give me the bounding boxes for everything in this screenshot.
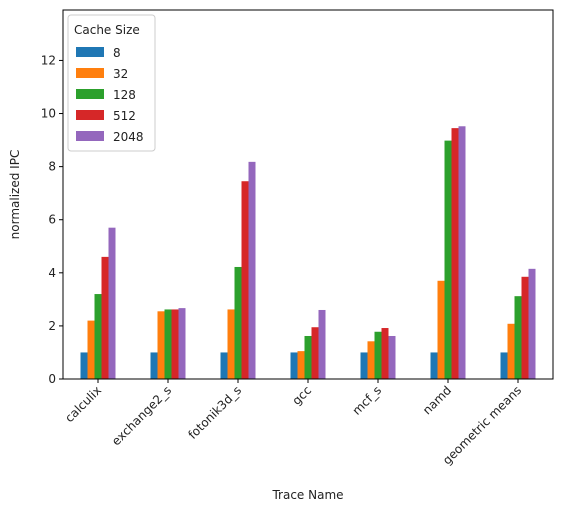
bar-fotonik3d_s-32 (227, 309, 235, 379)
bar-gcc-32 (297, 351, 305, 379)
bars-group (80, 126, 536, 380)
bar-geometric-means-512 (521, 276, 529, 379)
bar-mcf_s-8 (360, 352, 368, 379)
bar-gcc-2048 (318, 309, 326, 379)
legend-label-2048: 2048 (113, 130, 144, 144)
bar-fotonik3d_s-2048 (248, 161, 256, 379)
bar-calculix-512 (101, 256, 109, 379)
bar-namd-128 (444, 140, 452, 379)
y-tick-label: 4 (48, 266, 56, 280)
y-tick-label: 2 (48, 319, 56, 333)
legend-title: Cache Size (74, 23, 140, 37)
bar-calculix-8 (80, 352, 88, 379)
legend-swatch-512 (76, 110, 104, 120)
bar-mcf_s-512 (381, 328, 389, 379)
bar-fotonik3d_s-512 (241, 181, 249, 379)
bar-fotonik3d_s-128 (234, 266, 242, 379)
bar-exchange2_s-8 (150, 352, 158, 379)
bar-geometric-means-2048 (528, 268, 536, 379)
legend-swatch-8 (76, 47, 104, 57)
legend-swatch-2048 (76, 131, 104, 141)
bar-namd-512 (451, 128, 459, 379)
bar-exchange2_s-128 (164, 309, 172, 379)
bar-fotonik3d_s-8 (220, 352, 228, 379)
y-ticks-group: 0 2 4 6 8 10 12 (41, 53, 63, 386)
y-tick-label: 8 (48, 160, 56, 174)
bar-calculix-128 (94, 294, 102, 379)
y-axis-label: normalized IPC (8, 150, 22, 240)
y-tick-label: 10 (41, 107, 56, 121)
legend-label-128: 128 (113, 88, 136, 102)
bar-namd-8 (430, 352, 438, 379)
bar-namd-32 (437, 280, 445, 379)
bar-geometric-means-128 (514, 296, 522, 379)
legend: Cache Size 8 32 128 512 2048 (67, 14, 156, 152)
x-axis-label: Trace Name (271, 488, 343, 502)
bar-mcf_s-2048 (388, 335, 396, 379)
bar-exchange2_s-32 (157, 311, 165, 379)
plot-frame (62, 9, 554, 380)
legend-swatch-32 (76, 68, 104, 78)
legend-label-32: 32 (113, 67, 128, 81)
bar-gcc-512 (311, 327, 319, 379)
bar-mcf_s-32 (367, 341, 375, 379)
y-tick-label: 12 (41, 53, 56, 67)
legend-label-8: 8 (113, 46, 121, 60)
bar-gcc-128 (304, 335, 312, 379)
bar-gcc-8 (290, 352, 298, 379)
bar-calculix-2048 (108, 227, 116, 379)
bar-calculix-32 (87, 320, 95, 379)
y-tick-label: 0 (48, 372, 56, 386)
bar-exchange2_s-512 (171, 309, 179, 379)
bar-geometric-means-8 (500, 352, 508, 379)
bar-geometric-means-32 (507, 323, 515, 379)
legend-swatch-128 (76, 89, 104, 99)
bar-exchange2_s-2048 (178, 308, 186, 379)
y-tick-label: 6 (48, 213, 56, 227)
bar-mcf_s-128 (374, 331, 382, 379)
legend-label-512: 512 (113, 109, 136, 123)
bar-namd-2048 (458, 126, 466, 380)
legend-items: 8 32 128 512 2048 (76, 46, 144, 144)
